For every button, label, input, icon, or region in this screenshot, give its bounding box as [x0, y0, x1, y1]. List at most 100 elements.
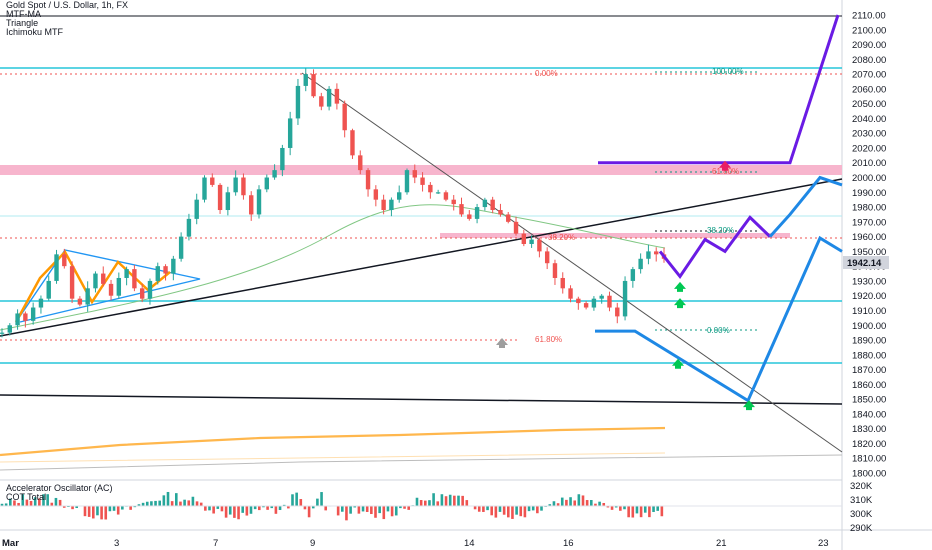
oscillator-bar	[228, 506, 232, 515]
legend-indicator-mtf-ma[interactable]: MTF-MA	[6, 9, 41, 19]
oscillator-bar	[299, 499, 303, 506]
neutral-arrow	[496, 338, 508, 349]
oscillator-bar	[415, 497, 419, 506]
oscillator-bar	[204, 506, 207, 511]
oscillator-bar	[349, 506, 352, 514]
legend-symbol[interactable]: Gold Spot / U.S. Dollar, 1h, FX	[6, 0, 129, 10]
candle-bearish	[311, 74, 316, 97]
candle-bullish	[326, 88, 332, 107]
oscillator-bar	[158, 500, 161, 506]
oscillator-bar	[21, 494, 25, 506]
fib-label-top-0: 0.00%	[535, 69, 558, 78]
time-tick-7: 7	[213, 538, 218, 549]
candle-bearish	[412, 170, 417, 178]
legend-indicator-triangle[interactable]: Triangle	[6, 18, 39, 28]
price-tick: 1860.00	[852, 380, 886, 391]
candle-bearish	[506, 214, 511, 222]
oscillator-bar	[13, 500, 16, 506]
legend-cot[interactable]: COT Total	[6, 492, 47, 502]
oscillator-bar	[569, 497, 572, 506]
candle-bearish	[459, 204, 464, 215]
oscillator-bar	[631, 506, 635, 518]
candle-bearish	[451, 199, 456, 205]
candle-bullish	[591, 298, 597, 308]
oscillator-bar	[187, 500, 191, 506]
candle-bearish	[350, 130, 355, 156]
oscillator-bar	[403, 506, 406, 509]
fib-label-low-618: 61.80%	[535, 335, 562, 344]
candle-bearish	[108, 283, 114, 296]
oscillator-bar	[341, 506, 344, 512]
resistance-zone-lower	[440, 233, 790, 238]
current-price-tag	[843, 256, 889, 269]
candle-bearish	[334, 88, 340, 104]
oscillator-bar	[502, 506, 506, 515]
current-price-label: 1942.14	[847, 258, 882, 269]
oscillator-bar	[523, 506, 527, 518]
oscillator-bar	[498, 506, 502, 512]
price-tick: 1990.00	[852, 188, 886, 199]
oscillator-bar	[519, 506, 523, 517]
candle-bearish	[654, 251, 659, 255]
time-tick-23: 23	[818, 538, 829, 549]
price-tick: 1910.00	[852, 306, 886, 317]
oscillator-bar	[453, 495, 456, 506]
oscillator-bar	[112, 506, 116, 511]
oscillator-bar	[370, 506, 373, 515]
oscillator-bar	[25, 499, 29, 506]
oscillator-bar	[287, 506, 290, 509]
candle-bullish	[287, 118, 293, 148]
time-tick-16: 16	[563, 538, 574, 549]
candle-bearish	[319, 96, 324, 107]
oscillator-bar	[507, 506, 510, 518]
candle-bullish	[599, 295, 604, 299]
candle-bearish	[365, 170, 371, 190]
oscillator-bar	[183, 499, 186, 506]
oscillator-bar	[490, 506, 493, 516]
candle-bearish	[537, 239, 542, 252]
oscillator-legend[interactable]: Accelerator Oscillator (AC) COT Total	[6, 484, 113, 502]
oscillator-bar	[590, 499, 593, 506]
moving-average-light	[0, 452, 666, 463]
candle-bullish	[397, 192, 402, 200]
candle-bullish	[482, 199, 488, 208]
oscillator-bar	[83, 506, 87, 517]
candle-bullish	[171, 258, 176, 274]
oscillator-bar	[365, 506, 369, 512]
oscillator-bar	[307, 506, 311, 518]
candle-bearish	[139, 288, 145, 299]
candle-bullish	[178, 236, 184, 259]
candle-bullish	[622, 280, 628, 317]
oscillator-bar	[378, 506, 381, 514]
candle-bullish	[280, 147, 285, 171]
oscillator-bar	[639, 506, 643, 518]
price-tick: 1820.00	[852, 439, 886, 450]
signal-arrows	[496, 160, 755, 411]
oscillator-bar	[291, 494, 294, 506]
candle-bearish	[490, 199, 495, 211]
oscillator-bar	[220, 506, 224, 512]
oscillator-bar	[382, 506, 386, 520]
candle-bullish	[233, 177, 238, 193]
oscillator-bar	[282, 504, 286, 506]
oscillator-bars	[0, 491, 664, 521]
oscillator-bar	[477, 506, 481, 512]
price-tick: 2040.00	[852, 114, 886, 125]
oscillator-bar	[191, 496, 195, 506]
legend-indicator-ichimoku[interactable]: Ichimoku MTF	[6, 27, 64, 37]
price-axis[interactable]: 2110.00 2100.00 2090.00 2080.00 2070.00 2060.…	[852, 11, 886, 480]
price-tick: 2110.00	[852, 11, 886, 22]
oscillator-bar	[656, 506, 659, 511]
chart-legend[interactable]: Gold Spot / U.S. Dollar, 1h, FX MTF-MA T…	[6, 1, 128, 37]
oscillator-bar	[17, 502, 20, 506]
legend-oscillator[interactable]: Accelerator Oscillator (AC)	[6, 483, 113, 493]
oscillator-bar	[270, 506, 274, 509]
price-tick: 2070.00	[852, 70, 886, 81]
price-tick: 2090.00	[852, 40, 886, 51]
candle-bearish	[544, 251, 550, 264]
oscillator-bar	[253, 506, 257, 510]
oscillator-bar	[216, 506, 220, 509]
oscillator-bar	[199, 502, 203, 506]
price-tick: 1960.00	[852, 232, 886, 243]
